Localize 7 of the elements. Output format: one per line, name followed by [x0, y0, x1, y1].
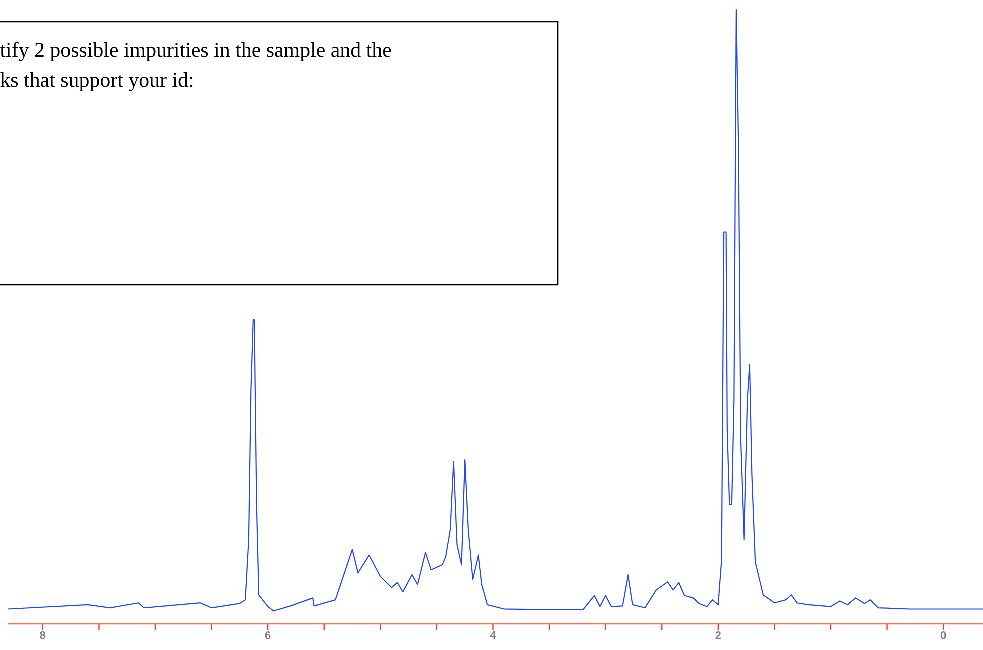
annotation: tify 2 possible impurities in the sample and the — [0, 42, 392, 62]
x-tick-label: 2 — [716, 632, 722, 640]
annotation: ks that support your id: — [0, 72, 193, 92]
x-tick-label: 8 — [40, 632, 46, 640]
x-tick-label: 6 — [265, 632, 271, 640]
x-tick-label: 0 — [940, 632, 946, 640]
x-tick-label: 4 — [490, 632, 496, 640]
